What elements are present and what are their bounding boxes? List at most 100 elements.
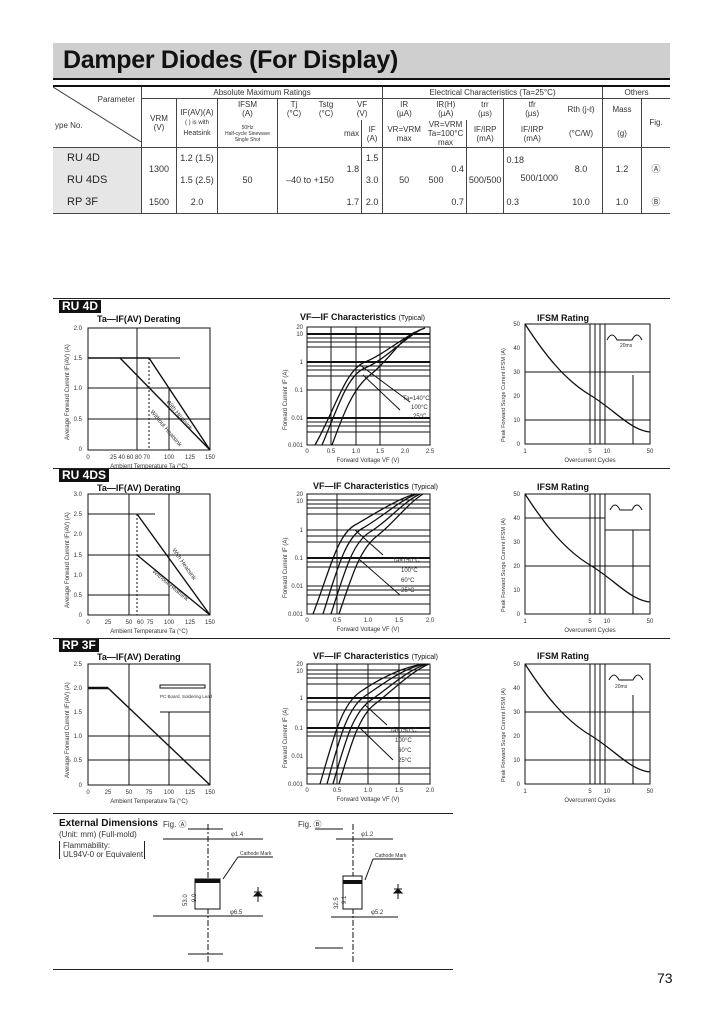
- derating-chart-ru4d: 2.0 1.5 1.0 0.5 0 0 25 40 60 80 70 100 125 150…: [60, 320, 230, 475]
- svg-text:50: 50: [126, 620, 133, 626]
- svg-text:50: 50: [513, 662, 520, 668]
- svg-text:1.5: 1.5: [74, 553, 83, 559]
- svg-text:10: 10: [513, 418, 520, 424]
- svg-text:0.1: 0.1: [295, 388, 304, 394]
- external-dimensions: External Dimensions (Unit: mm) (Full-mol…: [53, 813, 453, 970]
- svg-text:Average Forward Current IF(AV: Average Forward Current IF(AV) (A): [65, 682, 71, 778]
- derating-chart-rp3f: PC Board, Soldering Lead 2.5 2.0 1.5 1.0 0.…: [60, 660, 230, 815]
- table-corner: Parameter ype No.: [53, 86, 142, 148]
- svg-text:Peak Forward Surge Current IF: Peak Forward Surge Current IFSM (A): [501, 518, 507, 612]
- svg-text:9.1: 9.1: [342, 895, 348, 904]
- svg-text:125: 125: [185, 455, 196, 461]
- svg-text:10: 10: [604, 449, 611, 455]
- svg-text:25°C: 25°C: [398, 758, 412, 764]
- svg-text:Forward Voltage VF (V): Forward Voltage VF (V): [337, 627, 400, 633]
- col-tfr: tfr (µs): [503, 98, 560, 120]
- table-row: RU 4DS 1.5 (2.5) 3.0: [53, 169, 670, 192]
- page-number: 73: [657, 970, 673, 986]
- svg-text:Overcurrent Cycles: Overcurrent Cycles: [564, 798, 615, 804]
- svg-text:0.001: 0.001: [288, 612, 304, 618]
- svg-text:60°C: 60°C: [401, 578, 415, 584]
- svg-text:50: 50: [126, 790, 133, 796]
- svg-text:20ms: 20ms: [615, 684, 628, 690]
- svg-text:Average Forward Current IF(AV: Average Forward Current IF(AV) (A): [65, 344, 71, 440]
- svg-text:Peak Forward Surge Current IF: Peak Forward Surge Current IFSM (A): [501, 348, 507, 442]
- svg-text:25°C: 25°C: [413, 414, 427, 420]
- svg-text:1: 1: [300, 528, 304, 534]
- svg-text:0: 0: [517, 782, 521, 788]
- svg-text:40: 40: [513, 346, 520, 352]
- svg-text:2.0: 2.0: [426, 618, 435, 624]
- svg-text:20: 20: [296, 492, 303, 498]
- chart-title: Ta—IF(AV) Derating: [97, 314, 181, 324]
- col-ir: IR (µA): [382, 98, 426, 120]
- svg-text:60: 60: [137, 620, 144, 626]
- svg-text:Forward Current IF (A): Forward Current IF (A): [283, 708, 289, 768]
- table-row: RP 3F 1500 2.0 1.7 2.0 0.7 0.3 10.0 1.0 …: [53, 191, 670, 214]
- svg-text:0.5: 0.5: [74, 593, 83, 599]
- svg-text:40: 40: [513, 516, 520, 522]
- svg-text:10: 10: [513, 758, 520, 764]
- svg-text:Ambient Temperature Ta (°C): Ambient Temperature Ta (°C): [110, 464, 188, 470]
- ifsm-chart-rp3f: 20ms 50 40 30 20 10 0 1 5 10 50 Overcurrent Cyc…: [495, 660, 665, 815]
- svg-text:0: 0: [305, 618, 309, 624]
- svg-text:2.0: 2.0: [74, 686, 83, 692]
- chart-title: VF—IF Characteristics (Typical): [300, 312, 426, 322]
- svg-text:Forward Current IF (A): Forward Current IF (A): [283, 538, 289, 598]
- svg-text:Without Heatsink: Without Heatsink: [151, 569, 190, 603]
- svg-text:25°C: 25°C: [401, 588, 415, 594]
- svg-text:0: 0: [305, 788, 309, 794]
- col-ifsm: IFSM (A): [217, 98, 278, 120]
- svg-text:10: 10: [604, 619, 611, 625]
- svg-text:φ6.5: φ6.5: [230, 910, 243, 916]
- svg-text:2.0: 2.0: [74, 532, 83, 538]
- svg-text:50: 50: [513, 492, 520, 498]
- svg-text:0: 0: [79, 613, 83, 619]
- svg-text:φ1.2: φ1.2: [361, 832, 374, 838]
- svg-text:40: 40: [513, 686, 520, 692]
- svg-text:φ5.2: φ5.2: [371, 910, 384, 916]
- svg-text:100: 100: [164, 455, 175, 461]
- chart-title: Ta—IF(AV) Derating: [97, 652, 181, 662]
- svg-text:0.5: 0.5: [333, 618, 342, 624]
- svg-text:1.0: 1.0: [352, 449, 361, 455]
- svg-text:Ta=150°C: Ta=150°C: [390, 728, 417, 734]
- col-tstg: Tstg (°C): [318, 100, 334, 119]
- svg-text:Average Forward Current IF(AV: Average Forward Current IF(AV) (A): [65, 512, 71, 608]
- section-badge: RP 3F: [59, 639, 99, 652]
- svg-text:32.5: 32.5: [334, 897, 340, 909]
- svg-text:1: 1: [523, 789, 527, 795]
- svg-text:75: 75: [146, 790, 153, 796]
- svg-text:φ1.4: φ1.4: [231, 832, 244, 838]
- svg-text:50: 50: [513, 322, 520, 328]
- section-badge: RU 4DS: [59, 469, 110, 482]
- svg-text:1.0: 1.0: [74, 573, 83, 579]
- ifsm-chart-ru4d: 20ms 50 40 30 20 10 0 1 5 10 50 Overcurrent Cyc…: [495, 320, 665, 475]
- svg-text:Overcurrent Cycles: Overcurrent Cycles: [564, 458, 615, 464]
- svg-text:150: 150: [205, 620, 216, 626]
- svg-text:Peak Forward Surge Current IF: Peak Forward Surge Current IFSM (A): [501, 688, 507, 782]
- svg-text:0.01: 0.01: [291, 754, 303, 760]
- vfif-chart-rp3f: Ta=150°C 100°C 60°C 25°C 20 10 1 0.1 0.01 0.00…: [275, 660, 450, 815]
- svg-text:0.01: 0.01: [291, 584, 303, 590]
- svg-text:1.0: 1.0: [74, 734, 83, 740]
- svg-text:0: 0: [517, 612, 521, 618]
- vfif-chart-ru4d: Ta=140°C 100°C 25°C 20 10 1 0.1 0.01 0.001 0 0.…: [275, 320, 450, 475]
- svg-text:9.0: 9.0: [192, 893, 198, 902]
- svg-text:150: 150: [205, 455, 216, 461]
- chart-title: VF—IF Characteristics (Typical): [313, 651, 439, 661]
- svg-text:1.0: 1.0: [364, 618, 373, 624]
- svg-text:Ta=150°C: Ta=150°C: [393, 558, 420, 564]
- svg-text:Overcurrent Cycles: Overcurrent Cycles: [564, 628, 615, 634]
- svg-text:0: 0: [517, 442, 521, 448]
- svg-text:1.5: 1.5: [395, 618, 404, 624]
- svg-text:125: 125: [185, 790, 196, 796]
- spec-table: Parameter ype No. Absolute Maximum Ratin…: [53, 85, 670, 214]
- svg-text:50: 50: [647, 449, 654, 455]
- svg-text:53.0: 53.0: [183, 894, 189, 906]
- svg-text:Ambient Temperature Ta (°C): Ambient Temperature Ta (°C): [110, 799, 188, 805]
- svg-text:0.01: 0.01: [291, 416, 303, 422]
- svg-text:50: 50: [647, 789, 654, 795]
- col-irh: IR(H) (µA): [436, 100, 456, 119]
- svg-text:3.0: 3.0: [74, 492, 83, 498]
